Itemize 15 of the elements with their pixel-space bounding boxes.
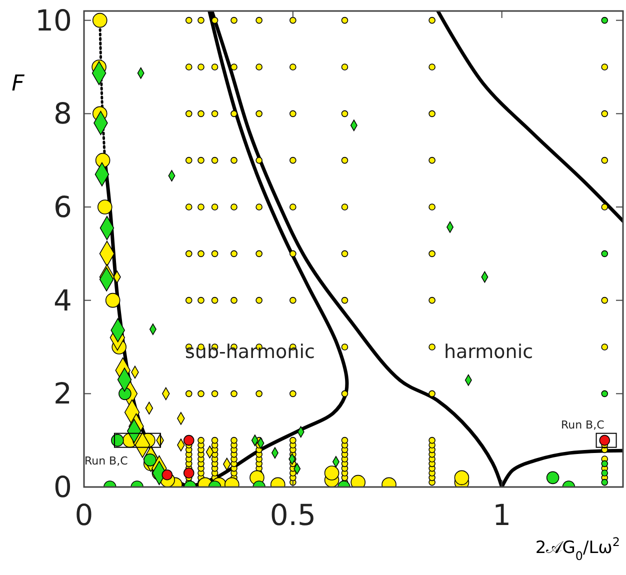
x-axis-title: 2𝒜G$_{0}$/Lω$^{2}$ (535, 535, 620, 563)
y-tick-label: 4 (54, 283, 72, 318)
annotation: Run B,C (560, 418, 605, 432)
annotation: harmonic (444, 341, 534, 363)
x-tick-label: 0 (74, 498, 94, 532)
y-tick-label: 8 (54, 96, 72, 131)
annotation: sub-harmonic (185, 341, 315, 363)
x-tick-label: 1 (492, 498, 512, 532)
y-tick-label: 6 (54, 190, 72, 224)
x-tick-label: 0.5 (270, 498, 316, 532)
y-tick-label: 0 (54, 470, 72, 504)
y-tick-label: 2 (54, 376, 72, 411)
y-tick-label: 10 (35, 3, 72, 38)
annotation: Run B,C (84, 454, 128, 468)
y-axis-title: F (12, 71, 25, 96)
